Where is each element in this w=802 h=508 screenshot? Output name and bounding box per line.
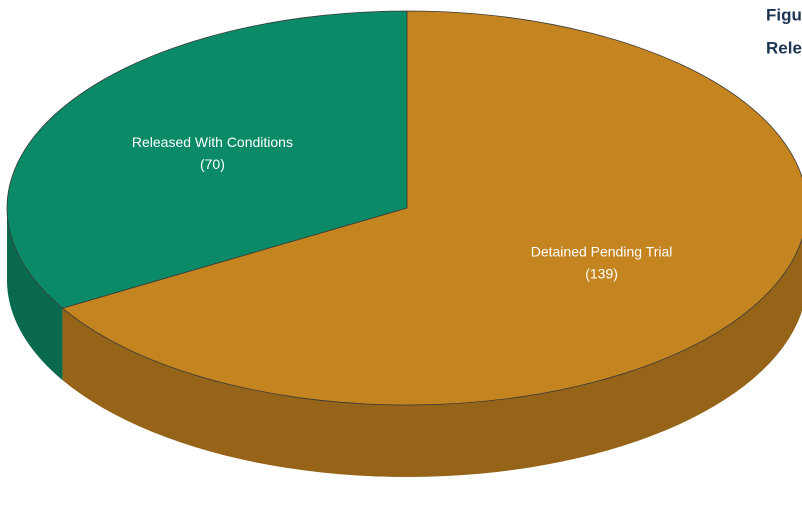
slice-label: Detained Pending Trial [531,243,673,259]
slice-value-label: (70) [200,156,225,172]
slice [62,10,802,406]
slice-label: Released With Conditions [132,134,293,150]
chart-title: Figure 13 [766,5,802,24]
slice [6,10,408,309]
slice-side [62,238,802,477]
chart-subtitle: Released [766,38,802,57]
pie [6,10,802,477]
slice-value-label: (139) [585,265,618,281]
slice-side [7,208,63,381]
